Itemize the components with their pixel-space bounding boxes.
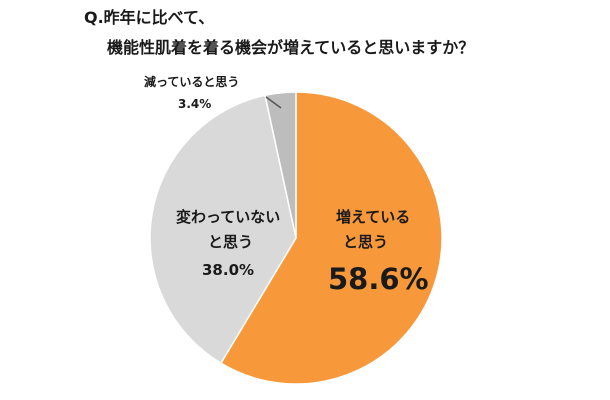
label-increase-line1: 増えている <box>336 208 410 226</box>
value-label-increase: 58.6% <box>328 262 429 296</box>
label-same-line2: と思う <box>208 233 253 251</box>
pie-slice-same <box>149 94 297 365</box>
label-increase-line2: と思う <box>343 233 388 251</box>
pie-slices <box>149 91 443 385</box>
label-decrease: 減っていると思う <box>144 74 239 89</box>
leader-line-decrease <box>265 96 282 109</box>
question-line1: Q.昨年に比べて、 <box>84 8 214 27</box>
value-label-decrease: 3.4% <box>178 97 211 111</box>
question-line2: 機能性肌着を着る機会が増えていると思いますか？ <box>107 38 474 57</box>
pie-slice-increase <box>219 91 443 385</box>
label-same-line1: 変わっていない <box>176 208 280 226</box>
pie-slice-decrease <box>264 91 297 239</box>
value-label-same: 38.0% <box>202 261 254 279</box>
